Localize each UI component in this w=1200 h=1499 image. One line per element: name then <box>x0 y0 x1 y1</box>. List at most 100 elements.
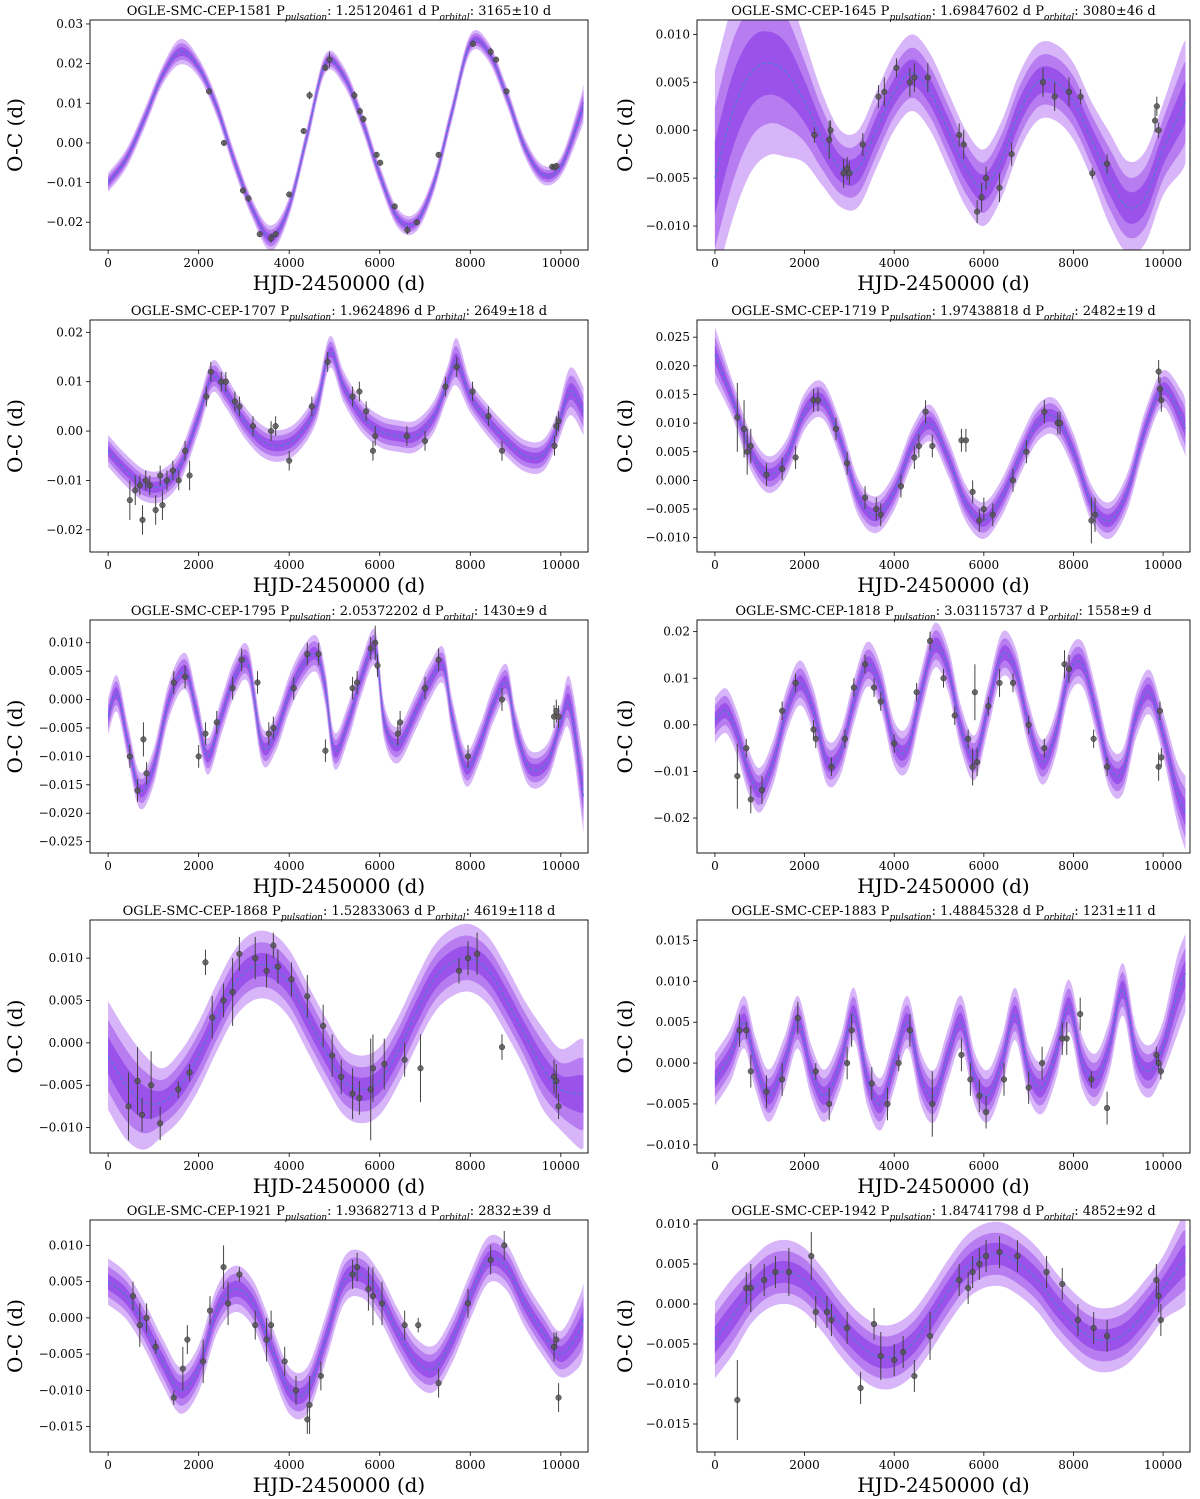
data-point <box>1023 448 1030 455</box>
data-point <box>404 227 411 234</box>
x-tick-label: 2000 <box>789 859 820 873</box>
data-point <box>206 1307 214 1314</box>
x-tick-label: 6000 <box>364 558 395 572</box>
x-tick-label: 4000 <box>274 1458 305 1472</box>
y-tick-label: 0.010 <box>656 416 690 430</box>
data-point <box>862 661 869 668</box>
x-axis-label: HJD-2450000 (d) <box>857 1473 1029 1497</box>
y-tick-label: −0.005 <box>39 1347 83 1361</box>
data-point <box>236 950 243 957</box>
data-point <box>1155 1292 1162 1300</box>
data-point <box>1091 511 1099 518</box>
x-tick-label: 10000 <box>542 558 580 572</box>
data-point <box>401 1322 408 1329</box>
data-point <box>182 447 189 454</box>
data-point <box>245 195 252 202</box>
data-point <box>956 1276 963 1284</box>
data-point <box>134 787 141 794</box>
data-point <box>263 1336 270 1343</box>
data-point <box>1077 93 1084 100</box>
data-point <box>254 679 261 686</box>
data-point <box>785 1268 792 1276</box>
y-tick-label: 0.010 <box>49 951 83 965</box>
y-tick-label: −0.025 <box>39 835 83 849</box>
data-point <box>978 194 985 201</box>
data-point <box>300 127 307 135</box>
plot-area <box>107 923 584 1150</box>
data-point <box>1156 707 1164 714</box>
data-point <box>971 689 978 696</box>
data-point <box>1089 170 1096 177</box>
data-point <box>827 127 834 134</box>
data-point <box>779 1076 786 1083</box>
data-point <box>850 684 857 691</box>
data-point <box>143 1314 150 1321</box>
data-point <box>1025 1084 1032 1091</box>
y-tick-label: 0.000 <box>656 473 690 487</box>
y-tick-label: 0.010 <box>49 1238 83 1252</box>
data-point <box>442 383 449 390</box>
data-point <box>877 511 884 518</box>
data-point <box>252 1322 259 1329</box>
x-tick-label: 10000 <box>542 859 580 873</box>
data-point <box>810 726 817 733</box>
x-tick-label: 2000 <box>789 1159 820 1173</box>
data-point <box>881 88 888 95</box>
data-point <box>1065 665 1073 672</box>
x-tick-label: 2000 <box>183 1458 214 1472</box>
data-point <box>134 1077 141 1085</box>
panel-title: OGLE-SMC-CEP-1883 Ppulsation: 1.48845328… <box>731 904 1155 923</box>
y-tick-label: −0.010 <box>39 749 83 763</box>
data-point <box>202 730 209 737</box>
data-point <box>464 1300 472 1307</box>
data-point <box>808 1252 815 1260</box>
data-point <box>976 1092 983 1099</box>
data-point <box>464 955 472 962</box>
data-point <box>169 467 176 474</box>
axes-frame <box>89 1219 589 1453</box>
data-point <box>503 88 510 95</box>
x-tick-label: 8000 <box>455 1458 486 1472</box>
data-point <box>498 447 506 454</box>
data-point <box>469 40 477 47</box>
model-line <box>107 39 585 239</box>
x-tick-label: 4000 <box>879 558 910 572</box>
data-point <box>292 1387 300 1394</box>
y-tick-label: −0.010 <box>646 531 690 545</box>
data-point <box>143 770 150 777</box>
y-tick-label: 0.01 <box>663 671 690 685</box>
data-point <box>229 988 236 996</box>
data-point <box>1158 754 1165 761</box>
data-point <box>967 1076 974 1083</box>
data-point <box>812 735 819 742</box>
data-point <box>779 707 786 714</box>
band-outer <box>108 923 584 1150</box>
data-point <box>270 942 277 949</box>
data-point <box>306 1401 313 1408</box>
data-point <box>308 403 315 410</box>
data-point <box>996 1248 1003 1256</box>
x-tick-label: 6000 <box>364 859 395 873</box>
data-point <box>758 787 766 794</box>
panel-title: OGLE-SMC-CEP-1921 Ppulsation: 1.93682713… <box>127 1204 551 1223</box>
data-point <box>377 159 384 166</box>
panel-10: 0 2000 4000 6000 8000 10000 −0.015 −0.010 −0.005… <box>613 1204 1191 1497</box>
y-tick-label: −0.010 <box>39 1121 83 1135</box>
data-point <box>493 56 500 63</box>
data-point <box>338 1073 345 1080</box>
x-tick-label: 2000 <box>789 558 820 572</box>
x-tick-label: 8000 <box>1058 1458 1089 1472</box>
y-tick-label: 0.010 <box>656 1217 690 1231</box>
x-tick-label: 10000 <box>1144 1159 1182 1173</box>
data-point <box>401 1056 408 1063</box>
data-point <box>356 1094 363 1101</box>
data-point <box>136 482 143 489</box>
y-tick-label: 0.02 <box>56 325 83 339</box>
x-tick-label: 4000 <box>879 859 910 873</box>
data-point <box>859 141 866 148</box>
data-point <box>747 796 754 803</box>
data-point <box>1104 1332 1111 1340</box>
x-axis-label: HJD-2450000 (d) <box>857 1174 1029 1198</box>
data-point <box>846 170 853 177</box>
data-point <box>940 675 947 682</box>
